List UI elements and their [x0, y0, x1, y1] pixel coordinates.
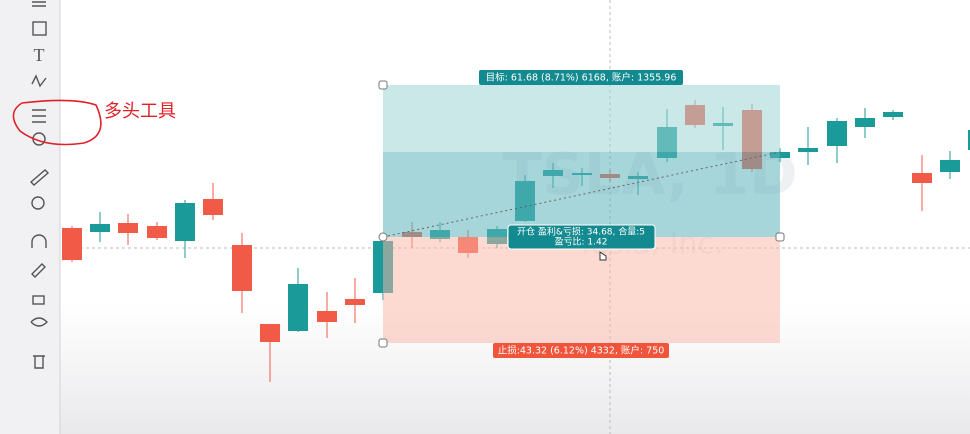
icon-rect[interactable] [32, 21, 47, 36]
toolbar [0, 0, 60, 434]
long-position-tool[interactable]: 目标: 61.68 (8.71%) 6168, 账户: 1355.96 开仓 盈… [378, 70, 785, 358]
target-zone-light [383, 85, 780, 152]
candle-body [288, 284, 308, 331]
candle-body [232, 245, 252, 291]
candle-body [90, 224, 110, 232]
icon-lines[interactable] [32, 1, 46, 7]
target-zone [383, 152, 780, 237]
candle-body [940, 160, 960, 172]
icon-eye[interactable] [30, 317, 48, 327]
candle-body [317, 311, 337, 322]
handle[interactable] [378, 80, 388, 90]
icon-zoom[interactable] [31, 196, 45, 210]
stats-line: 盈亏比: 1.42 [555, 236, 608, 248]
icon-path[interactable] [31, 74, 47, 88]
candle-body [345, 299, 365, 305]
candle-body [827, 121, 847, 146]
candle-body [912, 173, 932, 183]
candle-body [260, 324, 280, 342]
candle-body [175, 203, 195, 241]
candle-body [147, 226, 167, 238]
stop-label: 止损:43.32 (6.12%) 4332, 账户: 750 [498, 345, 665, 357]
stop-tag [493, 343, 669, 358]
candle-body [855, 118, 875, 127]
candle-body [118, 223, 138, 233]
stats-line: 开仓 盈利&亏损: 34.68, 合量:5 [517, 226, 645, 238]
annotation: 多头工具 [104, 101, 176, 122]
candle-body [968, 130, 970, 150]
handle[interactable] [775, 232, 785, 242]
handle[interactable] [378, 232, 388, 242]
target-label: 目标: 61.68 (8.71%) 6168, 账户: 1355.96 [486, 72, 677, 84]
icon-long[interactable] [32, 109, 46, 123]
stop-zone [383, 237, 780, 343]
icon-lock[interactable] [32, 295, 45, 305]
icon-text[interactable]: T [34, 45, 45, 65]
handle[interactable] [378, 338, 388, 348]
icon-trash[interactable] [33, 355, 45, 369]
candle-body [62, 228, 82, 260]
icon-ruler[interactable] [29, 169, 50, 186]
icon-magnet[interactable] [31, 234, 47, 248]
cursor [599, 251, 607, 261]
candle-body [798, 148, 818, 152]
hand-circle [12, 99, 102, 146]
stats-box [507, 224, 656, 250]
icon-lock-draw[interactable] [31, 263, 46, 278]
candle-body [883, 112, 903, 117]
target-tag [479, 70, 683, 85]
candle-body [203, 199, 223, 215]
